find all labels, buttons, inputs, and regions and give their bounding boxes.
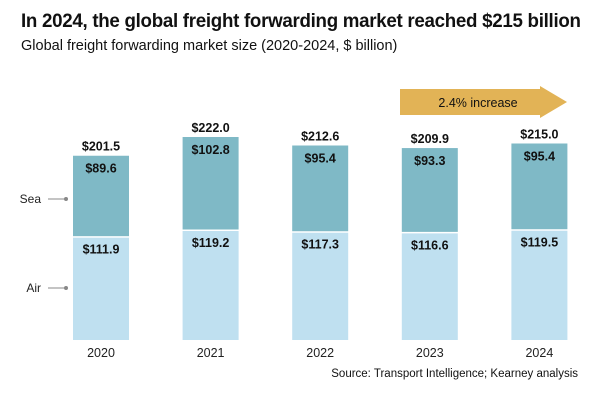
x-tick-2020: 2020: [87, 346, 115, 360]
bar-air-2020: [73, 237, 129, 340]
label-air-2022: $117.3: [301, 238, 339, 252]
legend-label-sea: Sea: [20, 192, 42, 206]
label-air-2023: $116.6: [411, 238, 449, 252]
label-total-2020: $201.5: [82, 140, 120, 154]
label-sea-2022: $95.4: [305, 152, 336, 166]
chart-title: In 2024, the global freight forwarding m…: [21, 10, 581, 32]
label-sea-2024: $95.4: [524, 149, 555, 163]
legend-dot-sea: [64, 197, 68, 201]
label-sea-2021: $102.8: [191, 143, 229, 157]
bar-sea-2020: [73, 155, 129, 237]
label-sea-2020: $89.6: [85, 162, 116, 176]
label-air-2020: $111.9: [83, 243, 120, 257]
chart-subtitle: Global freight forwarding market size (2…: [21, 38, 398, 54]
increase-arrow: [400, 86, 567, 118]
label-air-2024: $119.5: [521, 236, 559, 250]
legend-label-air: Air: [26, 281, 41, 295]
bar-sea-2021: [182, 137, 239, 230]
x-tick-2022: 2022: [306, 346, 334, 360]
increase-annotation: 2.4% increase: [438, 96, 517, 110]
bar-air-2021: [182, 231, 239, 340]
legend-dot-air: [64, 286, 68, 290]
x-tick-2024: 2024: [525, 346, 553, 360]
label-total-2024: $215.0: [520, 127, 558, 141]
bar-sea-2024: [511, 143, 568, 230]
x-tick-2021: 2021: [197, 346, 225, 360]
x-tick-2023: 2023: [416, 346, 444, 360]
bar-air-2024: [511, 230, 568, 340]
bar-air-2023: [401, 233, 458, 340]
label-total-2022: $212.6: [301, 130, 339, 144]
bar-air-2022: [292, 232, 349, 340]
label-air-2021: $119.2: [192, 236, 230, 250]
source-note: Source: Transport Intelligence; Kearney …: [331, 368, 578, 380]
bar-sea-2023: [401, 148, 458, 232]
bar-sea-2022: [292, 145, 349, 232]
label-total-2023: $209.9: [411, 132, 449, 146]
label-sea-2023: $93.3: [414, 154, 445, 168]
label-total-2021: $222.0: [191, 121, 229, 135]
